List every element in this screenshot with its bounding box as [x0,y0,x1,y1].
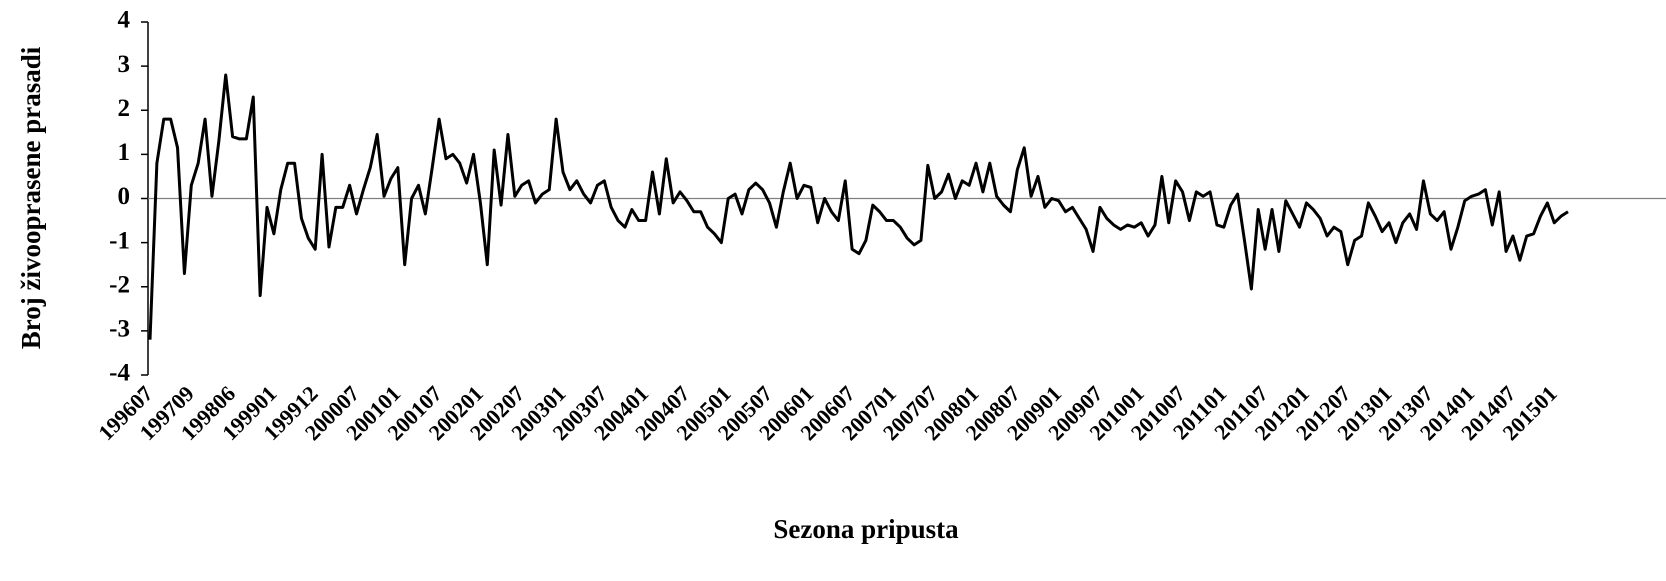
y-tick-label: 2 [118,95,131,122]
y-tick-label: 3 [118,51,131,78]
y-tick-label: -1 [109,227,130,254]
y-tick-label: 0 [118,183,131,210]
data-line [148,73,1569,340]
y-tick-label: -3 [109,316,130,343]
y-tick-label: 1 [118,139,131,166]
y-tick-label: -4 [109,360,130,387]
x-axis-title: Sezona pripusta [773,514,959,544]
y-axis-title: Broj živooprasene prasadi [16,46,46,349]
y-tick-label: -2 [109,271,130,298]
y-tick-label: 4 [118,7,131,34]
